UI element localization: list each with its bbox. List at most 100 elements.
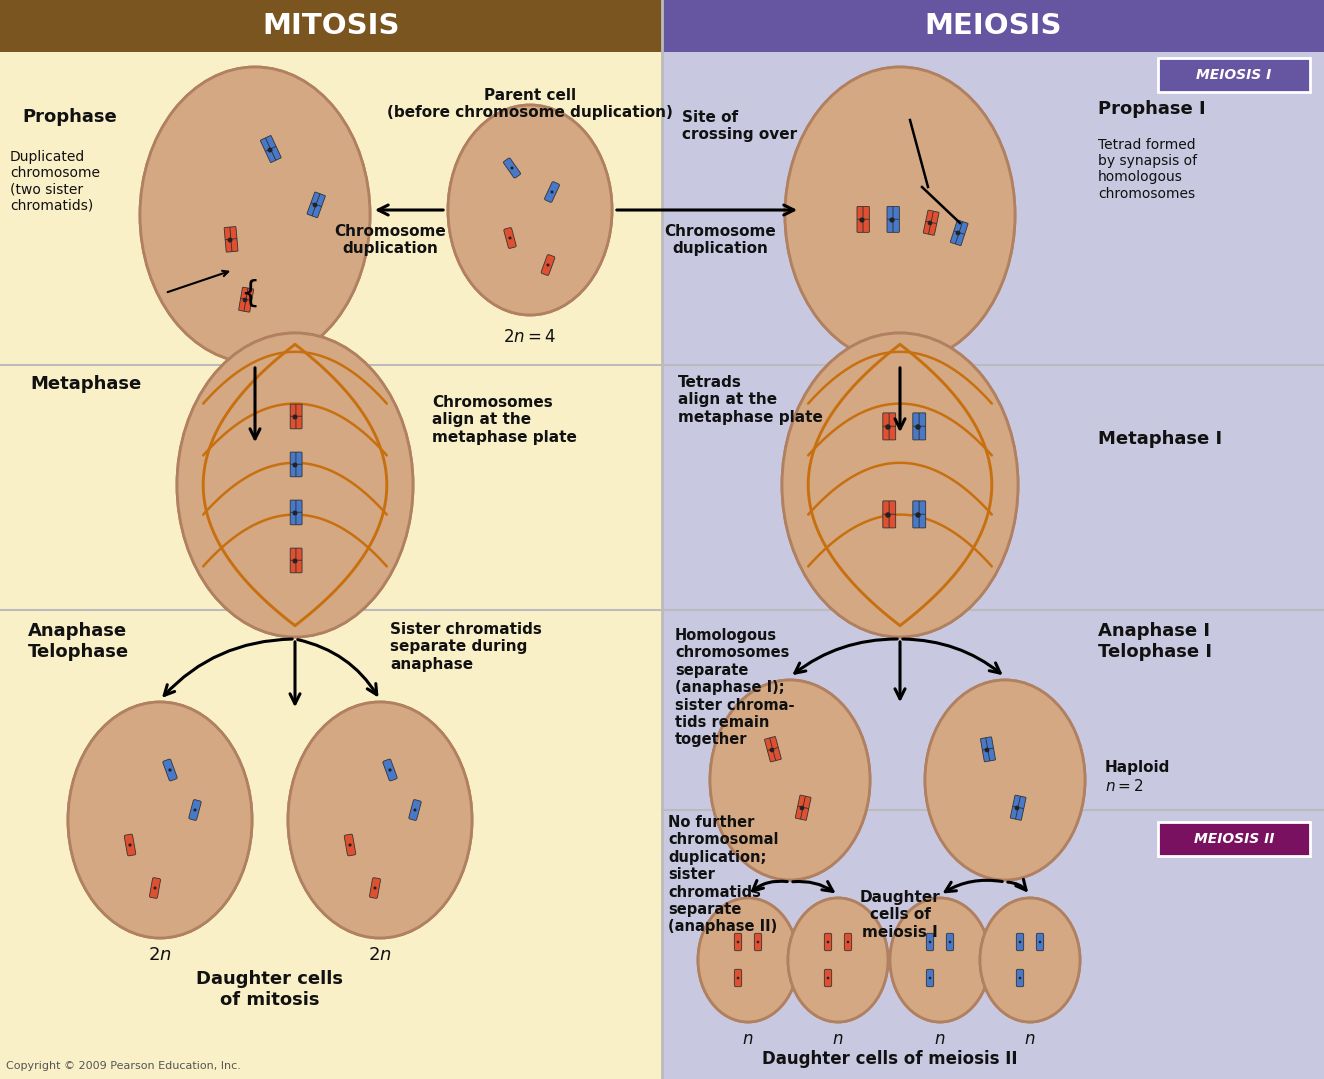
- FancyBboxPatch shape: [919, 426, 925, 440]
- Circle shape: [168, 768, 172, 771]
- FancyBboxPatch shape: [261, 138, 271, 151]
- Ellipse shape: [744, 723, 835, 837]
- FancyBboxPatch shape: [290, 452, 297, 465]
- Text: Anaphase I
Telophase I: Anaphase I Telophase I: [1098, 622, 1211, 660]
- Circle shape: [193, 808, 196, 811]
- FancyBboxPatch shape: [1010, 806, 1018, 819]
- FancyBboxPatch shape: [931, 211, 939, 224]
- FancyBboxPatch shape: [887, 206, 894, 220]
- FancyBboxPatch shape: [307, 203, 316, 216]
- Ellipse shape: [706, 906, 790, 1013]
- Circle shape: [736, 941, 739, 943]
- FancyBboxPatch shape: [988, 748, 996, 761]
- FancyBboxPatch shape: [773, 748, 781, 761]
- FancyBboxPatch shape: [290, 464, 297, 477]
- Ellipse shape: [988, 906, 1072, 1013]
- FancyBboxPatch shape: [163, 759, 177, 781]
- FancyBboxPatch shape: [796, 806, 804, 819]
- FancyBboxPatch shape: [189, 800, 201, 820]
- Ellipse shape: [507, 180, 553, 240]
- Circle shape: [348, 844, 352, 847]
- Text: $2n = 4$: $2n = 4$: [503, 328, 556, 346]
- FancyBboxPatch shape: [290, 405, 297, 416]
- FancyBboxPatch shape: [1037, 933, 1043, 951]
- Circle shape: [769, 748, 775, 752]
- FancyBboxPatch shape: [928, 222, 936, 235]
- Text: Copyright © 2009 Pearson Education, Inc.: Copyright © 2009 Pearson Education, Inc.: [7, 1061, 241, 1071]
- Ellipse shape: [719, 925, 777, 996]
- Circle shape: [915, 424, 920, 429]
- Circle shape: [293, 559, 298, 563]
- Ellipse shape: [261, 441, 328, 529]
- Ellipse shape: [925, 680, 1084, 880]
- Circle shape: [413, 808, 417, 811]
- FancyBboxPatch shape: [951, 231, 960, 244]
- Ellipse shape: [798, 355, 1001, 615]
- FancyBboxPatch shape: [344, 834, 356, 856]
- Ellipse shape: [890, 898, 990, 1022]
- FancyBboxPatch shape: [919, 501, 925, 515]
- FancyBboxPatch shape: [857, 206, 863, 220]
- Circle shape: [373, 887, 376, 889]
- FancyBboxPatch shape: [1017, 969, 1023, 986]
- Ellipse shape: [1023, 952, 1037, 969]
- Ellipse shape: [301, 719, 459, 921]
- FancyBboxPatch shape: [883, 426, 890, 440]
- FancyBboxPatch shape: [919, 515, 925, 528]
- FancyBboxPatch shape: [982, 749, 990, 762]
- FancyBboxPatch shape: [755, 933, 761, 951]
- Circle shape: [928, 976, 931, 980]
- Ellipse shape: [448, 105, 612, 315]
- Circle shape: [551, 191, 553, 193]
- Circle shape: [293, 414, 298, 420]
- FancyBboxPatch shape: [883, 413, 890, 426]
- Ellipse shape: [483, 150, 577, 270]
- Circle shape: [847, 941, 849, 943]
- Ellipse shape: [831, 952, 845, 969]
- Circle shape: [886, 424, 891, 429]
- FancyBboxPatch shape: [857, 219, 863, 232]
- Text: Haploid
$n = 2$: Haploid $n = 2$: [1106, 760, 1170, 793]
- Text: Metaphase: Metaphase: [30, 375, 142, 393]
- Circle shape: [928, 941, 931, 943]
- FancyBboxPatch shape: [925, 210, 933, 223]
- FancyBboxPatch shape: [797, 795, 806, 808]
- FancyBboxPatch shape: [409, 800, 421, 820]
- Ellipse shape: [982, 751, 1027, 808]
- FancyBboxPatch shape: [883, 515, 890, 528]
- FancyBboxPatch shape: [981, 738, 988, 750]
- Ellipse shape: [833, 398, 968, 572]
- Ellipse shape: [809, 925, 867, 996]
- Ellipse shape: [782, 333, 1018, 637]
- Ellipse shape: [245, 420, 346, 550]
- Ellipse shape: [448, 105, 612, 315]
- Text: Chromosome
duplication: Chromosome duplication: [334, 224, 446, 257]
- FancyBboxPatch shape: [845, 933, 851, 951]
- FancyBboxPatch shape: [316, 194, 326, 207]
- Ellipse shape: [741, 952, 755, 969]
- FancyBboxPatch shape: [768, 749, 776, 762]
- Ellipse shape: [970, 737, 1039, 823]
- Ellipse shape: [925, 680, 1084, 880]
- FancyBboxPatch shape: [369, 877, 380, 899]
- Ellipse shape: [834, 131, 965, 300]
- Circle shape: [293, 510, 298, 516]
- FancyBboxPatch shape: [297, 513, 302, 524]
- Circle shape: [312, 203, 318, 207]
- Text: Parent cell
(before chromosome duplication): Parent cell (before chromosome duplicati…: [387, 88, 673, 121]
- Ellipse shape: [68, 702, 252, 938]
- Ellipse shape: [354, 787, 406, 853]
- FancyBboxPatch shape: [503, 158, 520, 178]
- Circle shape: [388, 768, 392, 771]
- FancyBboxPatch shape: [383, 759, 397, 781]
- FancyBboxPatch shape: [297, 452, 302, 465]
- Text: $n$: $n$: [833, 1030, 843, 1048]
- Circle shape: [985, 748, 989, 752]
- Ellipse shape: [134, 787, 187, 853]
- FancyBboxPatch shape: [238, 299, 246, 311]
- Text: $2n$: $2n$: [148, 946, 172, 964]
- FancyBboxPatch shape: [297, 548, 302, 561]
- FancyBboxPatch shape: [504, 228, 516, 248]
- Circle shape: [915, 513, 920, 518]
- Ellipse shape: [211, 377, 379, 593]
